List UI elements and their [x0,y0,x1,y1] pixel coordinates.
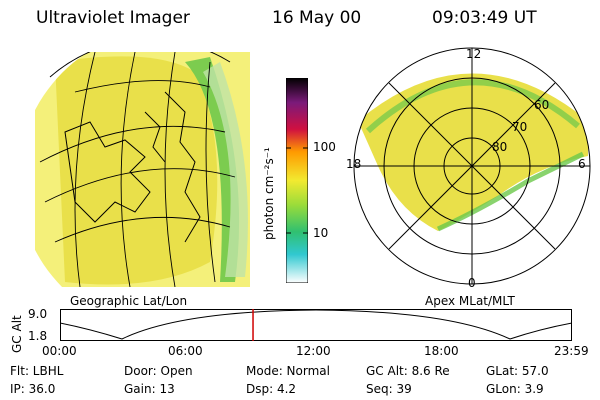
colorbar-tick-10: 10 [313,226,329,240]
status-dsp: Dsp: 4.2 [246,382,297,396]
polar-plot [353,47,591,285]
status-mode: Mode: Normal [246,364,330,378]
time-label: 09:03:49 UT [432,8,537,28]
mlat-label-70: 70 [512,120,528,134]
mlt-label-12: 12 [466,47,482,61]
mlat-label-60: 60 [534,98,550,112]
status-gain: Gain: 13 [124,382,175,396]
date-label: 16 May 00 [272,8,362,28]
status-seq: Seq: 39 [366,382,412,396]
geographic-map-label: Geographic Lat/Lon [70,294,188,308]
mlt-label-18: 18 [346,157,362,171]
mlt-label-6: 6 [578,157,586,171]
instrument-title: Ultraviolet Imager [36,8,190,28]
altitude-axis-label: GC Alt [10,315,24,353]
status-glon: GLon: 3.9 [486,382,544,396]
geographic-image [35,52,250,287]
status-ip: IP: 36.0 [10,382,56,396]
mlat-label-80: 80 [492,140,508,154]
altitude-tick-high: 9.0 [28,307,48,321]
time-tick-1200: 12:00 [296,344,331,358]
colorbar-unit-label: photon cm⁻²s⁻¹ [262,147,276,240]
apex-map-label: Apex MLat/MLT [425,294,515,308]
color-bar [286,78,308,283]
status-door: Door: Open [124,364,193,378]
colorbar-tick-100: 100 [313,140,336,154]
time-tick-0600: 06:00 [168,344,203,358]
status-filter: Flt: LBHL [10,364,64,378]
status-gc-alt: GC Alt: 8.6 Re [366,364,450,378]
status-glat: GLat: 57.0 [486,364,549,378]
time-tick-1800: 18:00 [424,344,459,358]
altitude-tick-low: 1.8 [28,329,48,343]
mlt-label-0: 0 [468,276,476,290]
time-tick-2359: 23:59 [554,344,589,358]
time-tick-0000: 00:00 [42,344,77,358]
altitude-strip [60,309,572,341]
